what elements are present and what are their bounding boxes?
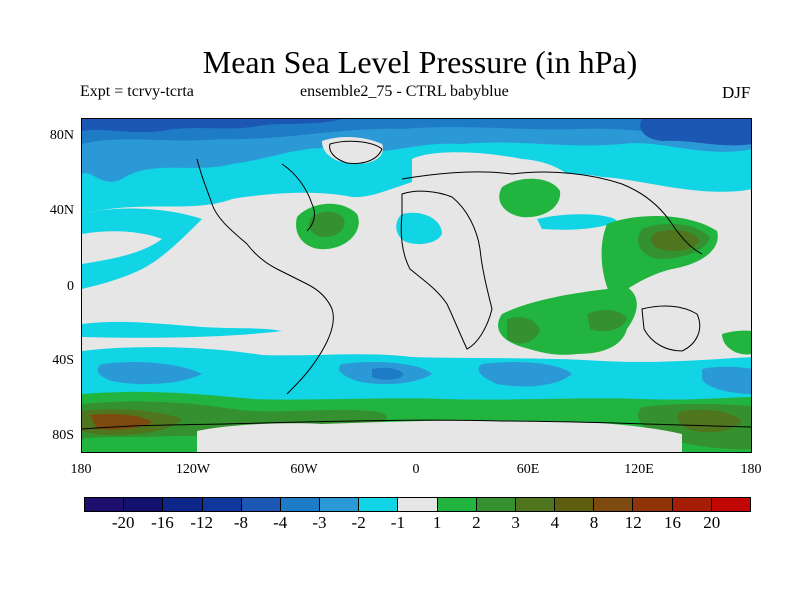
colorbar-tick-label: -12 xyxy=(190,513,214,532)
colorbar-swatch xyxy=(672,498,712,511)
coastlines xyxy=(82,140,751,430)
colorbar-swatch xyxy=(359,498,399,511)
colorbar-tick-label: -1 xyxy=(390,513,405,532)
colorbar-tick-label: 8 xyxy=(589,513,599,532)
ensemble-label: ensemble2_75 - CTRL babyblue xyxy=(300,83,509,100)
south-darkblue-core xyxy=(372,367,404,380)
colorbar-tick-label: 12 xyxy=(624,513,642,532)
colorbar-swatch xyxy=(515,498,556,511)
south-blue-cell-3 xyxy=(478,362,572,387)
east-positive-edge xyxy=(722,330,751,355)
colorbar-swatch xyxy=(437,498,477,511)
colorbar-tick-label: 3 xyxy=(511,513,520,532)
colorbar-swatch xyxy=(280,498,321,511)
colorbar-tick-label: -16 xyxy=(151,513,174,532)
colorbar-swatch xyxy=(555,498,595,511)
chart-title: Mean Sea Level Pressure (in hPa) xyxy=(202,44,638,80)
map-canvas xyxy=(82,119,751,452)
antarctica-coast xyxy=(82,419,751,430)
north-deepblue-band xyxy=(82,119,342,133)
colorbar-swatch xyxy=(711,498,750,511)
middle-east-cyan xyxy=(537,214,617,230)
colorbar-tick-label: 1 xyxy=(432,513,442,532)
americas-coast xyxy=(196,158,334,395)
lat-label-40s: 40S xyxy=(52,353,74,368)
colorbar-tick-label: 2 xyxy=(472,513,481,532)
colorbar-tick-label: 20 xyxy=(703,513,721,532)
colorbar-swatch xyxy=(398,498,438,511)
eurasia-positive-blob xyxy=(499,178,561,218)
antarctic-interior-neutral xyxy=(197,420,682,452)
lon-label-60e: 60E xyxy=(516,462,540,477)
lon-label-120e: 120E xyxy=(624,462,654,477)
south-blue-cell-1 xyxy=(97,362,202,385)
experiment-label: Expt = tcrvy-tcrta xyxy=(80,83,194,100)
colorbar-swatch xyxy=(241,498,281,511)
lat-label-40n: 40N xyxy=(49,203,74,218)
siberia-deepblue xyxy=(640,119,751,146)
tropical-cyan-strip xyxy=(82,321,282,338)
season-label: DJF xyxy=(722,83,751,102)
lon-label-120w: 120W xyxy=(175,462,211,477)
colorbar-tick-label: -8 xyxy=(233,513,249,532)
lon-label-180e: 180 xyxy=(740,462,762,477)
lat-label-0: 0 xyxy=(67,279,74,294)
atlantic-positive-core xyxy=(308,211,345,237)
colorbar-swatch xyxy=(633,498,673,511)
colorbar-swatch xyxy=(202,498,242,511)
colorbar-swatch xyxy=(476,498,516,511)
africa-coast xyxy=(400,190,493,350)
greenland-coast xyxy=(329,140,383,164)
pressure-map xyxy=(81,118,752,453)
colorbar-swatch xyxy=(320,498,360,511)
colorbar-tick-label: -20 xyxy=(111,513,135,532)
colorbar-tick-label: -4 xyxy=(273,513,288,532)
lat-label-80s: 80S xyxy=(52,428,74,443)
west-pacific-positive-peak xyxy=(651,229,700,251)
colorbar-swatch xyxy=(124,498,164,511)
colorbar-tick-label: -3 xyxy=(312,513,327,532)
colorbar-swatch xyxy=(85,498,125,511)
north-america-east-coast xyxy=(281,163,315,232)
colorbar-tick-label: -2 xyxy=(351,513,366,532)
colorbar-swatch xyxy=(594,498,634,511)
greenland-neutral xyxy=(322,137,383,164)
lon-label-60w: 60W xyxy=(290,462,318,477)
south-blue-cell-4 xyxy=(702,366,751,394)
madagascar-positive-core xyxy=(507,317,540,344)
lat-label-80n: 80N xyxy=(49,128,74,143)
australia-coast xyxy=(641,305,701,352)
colorbar-tick-label: 4 xyxy=(550,513,560,532)
colorbar-tick-label: 16 xyxy=(664,513,682,532)
pacific-neutral xyxy=(82,231,162,264)
north-africa-cyan xyxy=(396,212,442,245)
lon-label-180w: 180 xyxy=(70,462,92,477)
eurasia-coast xyxy=(401,171,703,255)
indian-positive-core xyxy=(587,309,627,332)
lon-label-0: 0 xyxy=(412,462,420,477)
colorbar xyxy=(84,497,751,512)
colorbar-swatch xyxy=(163,498,203,511)
